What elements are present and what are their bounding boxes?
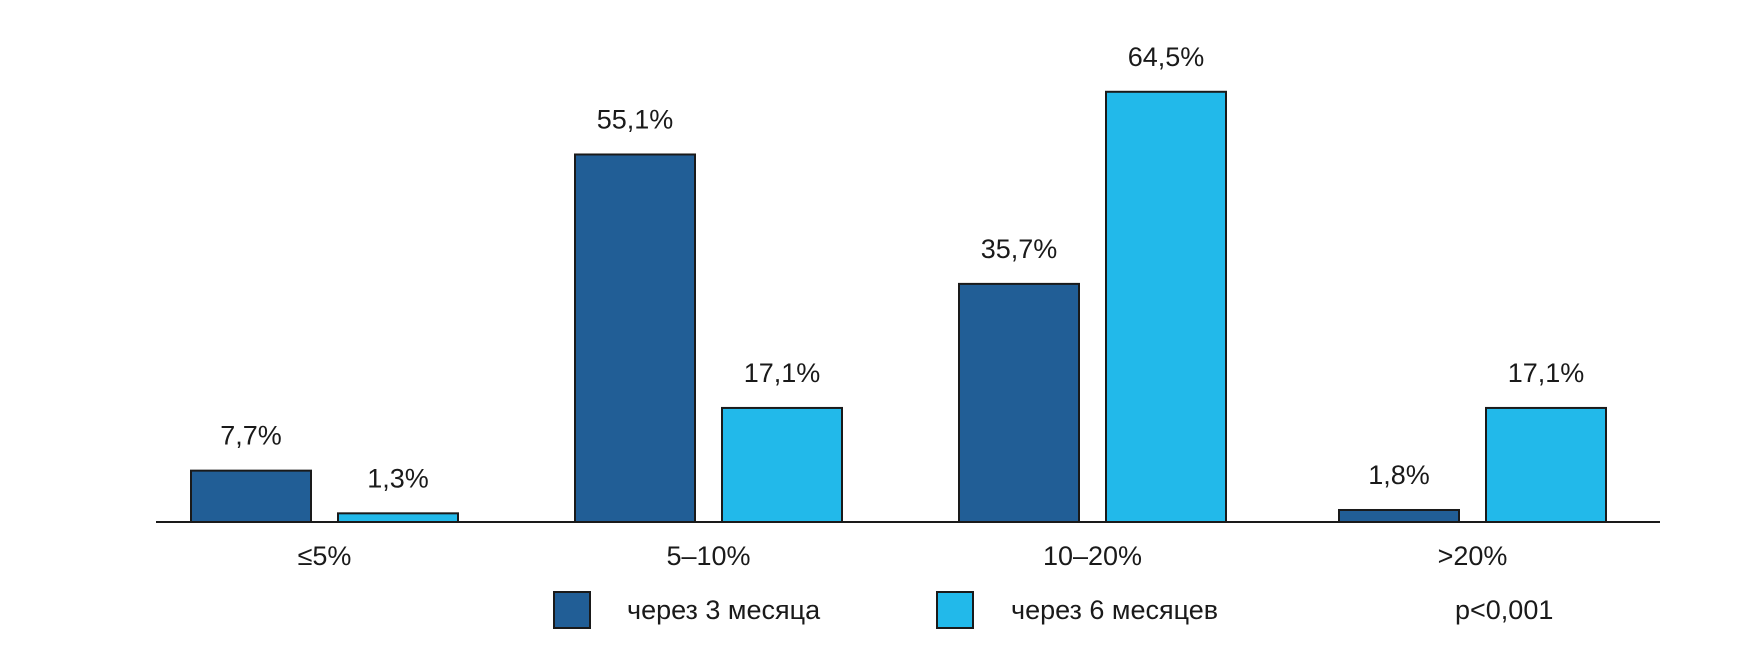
- bar-series1-cat1: [190, 469, 312, 523]
- bar-series2-cat4: [1485, 406, 1607, 523]
- bar-series2-cat1: [337, 512, 459, 523]
- legend-swatch-3-months: [553, 591, 591, 629]
- data-label-series1-cat2: 55,1%: [597, 104, 674, 134]
- data-label-series2-cat2: 17,1%: [744, 358, 821, 388]
- bars-group: [190, 90, 1607, 524]
- data-label-series2-cat4: 17,1%: [1508, 358, 1585, 388]
- data-label-series2-cat1: 1,3%: [367, 463, 429, 493]
- legend-swatch-6-months: [936, 591, 974, 629]
- category-label-2: 5–10%: [666, 541, 750, 571]
- legend-label-3-months: через 3 месяца: [627, 595, 821, 625]
- data-label-series2-cat3: 64,5%: [1128, 42, 1205, 72]
- legend-label-6-months: через 6 месяцев: [1011, 595, 1218, 625]
- category-label-4: >20%: [1438, 541, 1508, 571]
- legend: через 3 месяца через 6 месяцев: [553, 591, 1218, 629]
- data-label-series1-cat4: 1,8%: [1368, 460, 1430, 490]
- category-label-1: ≤5%: [298, 541, 352, 571]
- bar-series2-cat2: [721, 406, 843, 523]
- bar-series1-cat2: [574, 153, 696, 523]
- data-label-series1-cat3: 35,7%: [981, 234, 1058, 264]
- value-labels-group: 7,7% 1,3% 55,1% 17,1% 35,7% 64,5% 1,8% 17,1%: [220, 42, 1584, 494]
- bar-series2-cat3: [1105, 90, 1227, 523]
- p-value-annotation: p<0,001: [1455, 595, 1553, 625]
- category-labels-group: ≤5% 5–10% 10–20% >20%: [298, 541, 1508, 571]
- category-label-3: 10–20%: [1043, 541, 1142, 571]
- bar-series1-cat4: [1338, 508, 1460, 523]
- data-label-series1-cat1: 7,7%: [220, 421, 282, 451]
- bar-series1-cat3: [958, 282, 1080, 524]
